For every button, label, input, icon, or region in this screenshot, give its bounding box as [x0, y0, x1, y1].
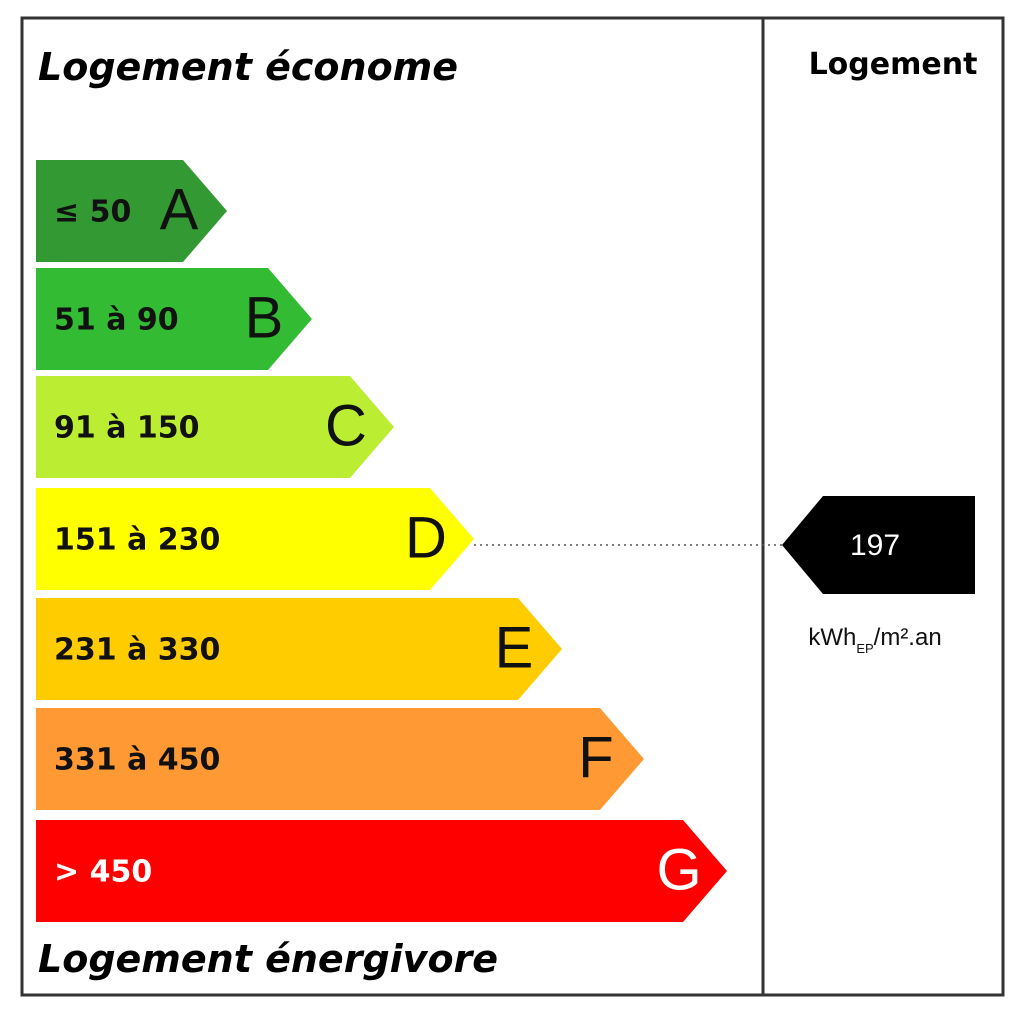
band-range: 51 à 90 [54, 303, 179, 338]
value-arrow [782, 496, 975, 594]
band-arrow [36, 376, 394, 478]
band-arrow [36, 820, 727, 922]
unit-main: kWh [808, 624, 856, 651]
band-arrow [36, 268, 312, 370]
value: 197 [850, 529, 900, 562]
band-letter: F [578, 725, 613, 790]
column-title: Logement [809, 47, 978, 82]
band-letter: C [325, 393, 367, 458]
band-letter: A [160, 177, 199, 242]
band-letter: G [656, 837, 701, 902]
band-letter: E [495, 615, 534, 680]
band-range: ≤ 50 [54, 195, 131, 230]
band-arrow [36, 160, 227, 262]
band-range: 151 à 230 [54, 523, 220, 558]
band-arrow [36, 708, 644, 810]
unit-rest: /m².an [874, 624, 942, 651]
unit: kWhEP/m².an [808, 624, 941, 656]
band-range: 91 à 150 [54, 411, 200, 446]
top-title: Logement économe [38, 45, 458, 89]
band-range: 331 à 450 [54, 743, 220, 778]
frame [20, 16, 1005, 997]
band-letter: D [405, 505, 447, 570]
band-letter: B [245, 285, 284, 350]
indicator: 197 kWhEP/m².an [474, 496, 975, 656]
bands: ≤ 50 A 51 à 90 B 91 à 150 C 151 à 230 D 231 à 33… [36, 160, 727, 922]
bottom-title: Logement énergivore [38, 937, 498, 981]
unit-sub: EP [856, 641, 873, 656]
band-range: 231 à 330 [54, 633, 220, 668]
band-arrow [36, 598, 562, 700]
band-range: > 450 [54, 855, 152, 890]
band-arrow [36, 488, 474, 590]
